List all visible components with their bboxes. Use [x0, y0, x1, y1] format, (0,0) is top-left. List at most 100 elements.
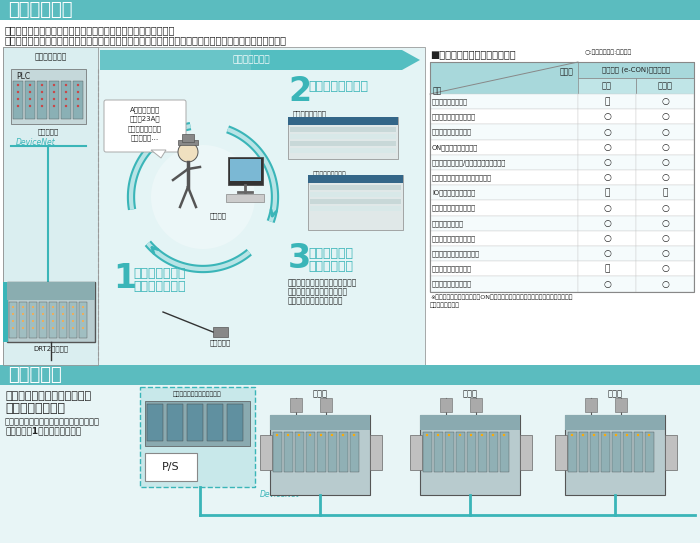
Text: 入力フィルタ機能: 入力フィルタ機能 — [432, 220, 464, 226]
Circle shape — [52, 327, 54, 329]
Bar — [636, 185, 694, 200]
Text: －: － — [604, 188, 610, 197]
Bar — [260, 435, 272, 470]
Bar — [320, 398, 332, 412]
Bar — [228, 157, 263, 185]
Text: タイプ: タイプ — [559, 67, 573, 76]
Bar — [207, 404, 223, 441]
Bar — [578, 231, 636, 246]
Text: A検査ラインの
センサ23Aの
メンテをしなきゃ
いけないな…: A検査ラインの センサ23Aの メンテをしなきゃ いけないな… — [128, 106, 162, 141]
Text: センサなど入力接続機器用の: センサなど入力接続機器用の — [5, 391, 91, 401]
Bar — [288, 117, 398, 159]
Text: センサなど: センサなど — [209, 339, 230, 345]
Bar — [440, 398, 452, 412]
Text: PLC: PLC — [16, 72, 30, 81]
Text: ○: ○ — [603, 158, 611, 167]
Bar — [578, 94, 636, 109]
Bar — [420, 415, 520, 430]
Circle shape — [65, 98, 67, 100]
Circle shape — [65, 84, 67, 86]
Text: センサ電源過電流保護機能: センサ電源過電流保護機能 — [432, 250, 480, 257]
Circle shape — [72, 327, 74, 329]
Circle shape — [52, 320, 54, 322]
Bar — [430, 185, 578, 200]
Text: 3: 3 — [288, 242, 312, 275]
Text: ○: ○ — [661, 264, 669, 273]
Text: ○: ○ — [661, 204, 669, 212]
Bar — [339, 432, 348, 472]
Circle shape — [437, 434, 439, 436]
Bar — [636, 170, 694, 185]
Bar — [7, 282, 95, 300]
Bar — [284, 432, 293, 472]
Circle shape — [32, 327, 34, 329]
Bar — [578, 261, 636, 276]
Bar — [601, 432, 610, 472]
Bar — [290, 398, 302, 412]
Bar — [430, 109, 578, 124]
Bar — [430, 170, 578, 185]
Bar — [578, 200, 636, 216]
Bar — [308, 175, 403, 183]
Circle shape — [82, 320, 84, 322]
Circle shape — [41, 84, 43, 86]
Text: ※接点動作回数モニタ機能とON積算時間モニタ機能は同時に使用できませんので: ※接点動作回数モニタ機能とON積算時間モニタ機能は同時に使用できませんので — [430, 295, 573, 300]
Bar — [310, 192, 401, 197]
Bar — [430, 155, 578, 170]
Bar — [270, 415, 370, 430]
Text: 通信速度自動認識機能: 通信速度自動認識機能 — [432, 281, 472, 287]
Text: ○: ○ — [603, 128, 611, 136]
Bar — [645, 432, 654, 472]
Circle shape — [82, 313, 84, 315]
Circle shape — [276, 434, 278, 436]
Text: DeviceNet: DeviceNet — [16, 138, 56, 147]
Bar — [3, 282, 8, 342]
Text: －: － — [604, 97, 610, 106]
Circle shape — [22, 320, 24, 322]
Bar — [430, 62, 694, 292]
Circle shape — [41, 105, 43, 107]
Text: センサ: センサ — [608, 389, 622, 398]
Bar — [227, 404, 243, 441]
Circle shape — [342, 434, 344, 436]
Bar — [11, 69, 86, 124]
Bar — [456, 432, 465, 472]
Circle shape — [72, 306, 74, 308]
Circle shape — [12, 320, 14, 322]
Circle shape — [32, 313, 34, 315]
Circle shape — [331, 434, 333, 436]
Circle shape — [62, 313, 64, 315]
Bar — [167, 404, 183, 441]
Bar — [213, 327, 228, 337]
Circle shape — [648, 434, 650, 436]
Text: DRT2シリーズ: DRT2シリーズ — [34, 345, 69, 352]
FancyBboxPatch shape — [140, 387, 255, 487]
Bar — [636, 216, 694, 231]
Bar — [636, 155, 694, 170]
Bar — [19, 302, 27, 338]
Text: ○: ○ — [603, 204, 611, 212]
Circle shape — [17, 84, 19, 86]
Bar — [636, 78, 694, 94]
Text: コンフィグレータ: コンフィグレータ — [293, 110, 327, 117]
Circle shape — [151, 145, 255, 249]
Text: ご注意ください。: ご注意ください。 — [430, 302, 460, 308]
Circle shape — [12, 306, 14, 308]
Circle shape — [29, 105, 32, 107]
Text: 制御入出力: 制御入出力 — [38, 128, 59, 135]
Bar — [445, 432, 454, 472]
Circle shape — [481, 434, 483, 436]
Text: 入力: 入力 — [602, 81, 612, 91]
Text: －: － — [662, 188, 668, 197]
Text: 保全系システム: 保全系システム — [232, 55, 270, 65]
Bar — [290, 148, 396, 153]
Circle shape — [77, 98, 79, 100]
Text: スレーブ自体が: スレーブ自体が — [133, 267, 186, 280]
Bar — [0, 365, 700, 543]
Bar — [489, 432, 498, 472]
Circle shape — [32, 320, 34, 322]
Circle shape — [309, 434, 312, 436]
Text: ネットワーク電源電圧モニタ機能: ネットワーク電源電圧モニタ機能 — [432, 174, 492, 181]
FancyBboxPatch shape — [104, 100, 186, 152]
Circle shape — [52, 306, 54, 308]
